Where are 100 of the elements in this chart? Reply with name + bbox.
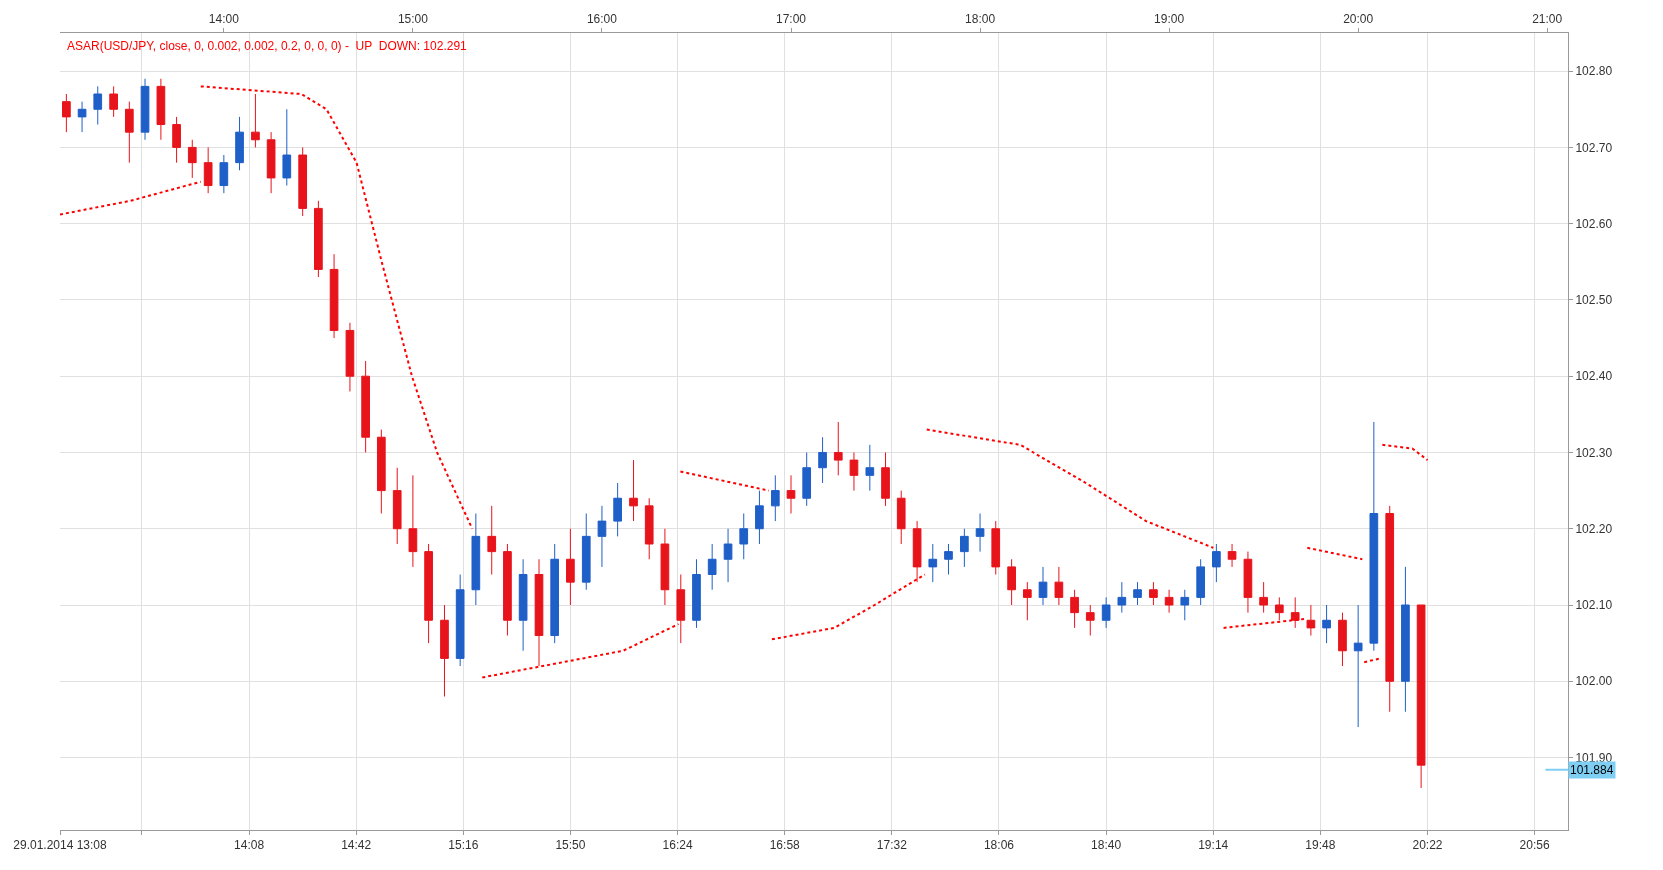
candlestick	[62, 93, 71, 133]
candlestick	[881, 451, 890, 507]
candlestick	[707, 543, 717, 591]
candlestick	[865, 444, 875, 492]
candlestick	[140, 78, 150, 141]
x-tick-label: 17:32	[876, 838, 908, 853]
x-tick-label: 14:42	[341, 838, 372, 853]
y-tick-label: 102.40	[1575, 369, 1613, 384]
x-tick-label: 18:40	[1091, 838, 1122, 853]
candlestick	[660, 528, 670, 606]
candlestick	[928, 543, 938, 583]
candlestick	[1196, 558, 1206, 606]
candlestick	[534, 558, 544, 667]
candlestick	[1290, 596, 1300, 629]
x-tick-label: 19:14	[1198, 838, 1229, 853]
candlestick	[1353, 604, 1363, 728]
y-tick-label: 102.30	[1575, 445, 1613, 460]
candlestick	[1022, 581, 1032, 621]
candlestick	[424, 543, 433, 644]
x-tick-label: 20:56	[1519, 838, 1550, 853]
y-tick-label: 102.50	[1575, 293, 1613, 308]
x2-tick-label: 20:00	[1343, 12, 1374, 27]
candlestick	[1101, 596, 1111, 629]
candlestick	[109, 85, 118, 118]
candlestick	[376, 429, 386, 514]
candlestick	[361, 360, 370, 453]
x2-tick-label: 15:00	[397, 12, 429, 27]
candlestick	[503, 543, 512, 637]
candlestick	[1070, 589, 1079, 629]
candlestick	[1149, 581, 1158, 606]
candlestick	[77, 101, 87, 133]
candlestick	[440, 604, 449, 698]
line-series	[925, 428, 1215, 549]
candlestick	[187, 139, 197, 179]
candlestick	[1133, 581, 1142, 606]
candlestick	[1038, 566, 1048, 606]
ref-line-label: 101.884	[1570, 763, 1614, 777]
candlestick	[1274, 596, 1284, 621]
candlestick	[392, 467, 402, 545]
candlestick	[172, 116, 181, 164]
candlestick	[408, 474, 418, 568]
candlestick	[219, 154, 229, 194]
candlestick	[1227, 543, 1237, 568]
candlestick	[613, 482, 622, 537]
x-tick-label: 29.01.2014 13:08	[13, 838, 108, 853]
candlestick	[518, 558, 528, 652]
candlestick	[566, 528, 575, 606]
candlestick	[550, 543, 560, 644]
candlestick	[235, 116, 244, 171]
candlestick	[723, 528, 733, 583]
candlestick	[1369, 421, 1379, 652]
x-tick-label: 14:08	[234, 838, 265, 853]
candlestick	[266, 131, 276, 194]
x-tick-label: 18:06	[983, 838, 1015, 853]
candlestick	[1259, 581, 1268, 614]
candlestick	[1117, 581, 1127, 614]
x2-tick-label: 21:00	[1532, 12, 1563, 27]
y-tick-label: 102.20	[1575, 521, 1613, 536]
candlestick	[1306, 604, 1316, 637]
candlestick	[282, 108, 292, 187]
candlestick	[1416, 604, 1426, 789]
x2-tick-label: 19:00	[1154, 12, 1185, 27]
x-tick-label: 16:24	[662, 838, 693, 853]
candlestick	[203, 146, 213, 194]
candlestick	[124, 101, 134, 164]
y-tick-label: 102.10	[1575, 598, 1613, 613]
candlestick	[629, 459, 638, 522]
candlestick	[770, 474, 780, 522]
candlestick	[975, 512, 985, 553]
candlestick	[1007, 558, 1016, 606]
candlestick	[156, 78, 166, 141]
candlestick	[1212, 543, 1221, 583]
candlestick	[912, 520, 922, 583]
candlestick	[991, 520, 1001, 575]
annotation: ASAR(USD/JPY, close, 0, 0.002, 0.002, 0.2, 0, 0, 0) - UP DOWN: 102.291	[67, 39, 468, 53]
candlestick	[345, 322, 355, 392]
candlestick	[786, 474, 796, 514]
x-tick-label: 19:48	[1305, 838, 1336, 853]
candlestick	[676, 574, 686, 644]
y-tick-label: 102.70	[1575, 140, 1613, 155]
candlestick	[251, 93, 260, 148]
candlestick	[1401, 566, 1410, 713]
x-tick-label: 16:58	[769, 838, 801, 853]
candlestick	[581, 512, 591, 591]
y-tick-label: 102.00	[1575, 674, 1613, 689]
candlestick	[471, 512, 481, 606]
candlestick	[960, 528, 969, 568]
x-tick-label: 15:16	[448, 838, 479, 853]
candlestick	[1243, 551, 1253, 614]
candlestick	[93, 85, 103, 126]
x-tick-label: 15:50	[555, 838, 586, 853]
candlestick	[1322, 604, 1331, 644]
candlestick	[487, 505, 497, 575]
candlestick	[1180, 589, 1190, 621]
candlestick	[314, 200, 323, 278]
y-tick-label: 102.60	[1575, 216, 1613, 231]
candlestick	[849, 451, 859, 492]
candlestick	[896, 490, 906, 545]
y-tick-label: 101.90	[1575, 750, 1613, 765]
candlestick	[802, 451, 812, 507]
